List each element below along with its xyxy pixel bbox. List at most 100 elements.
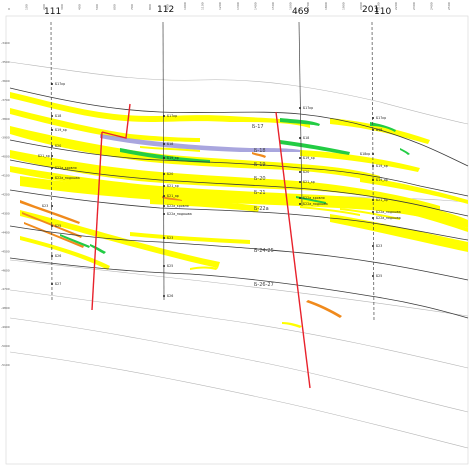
marker-dot xyxy=(163,185,165,187)
marker-label: Б26 xyxy=(55,254,61,258)
depth-tick-label: -4800 xyxy=(1,306,10,310)
x-tick-label: 2100 xyxy=(377,2,381,10)
thin-horizon-3 xyxy=(9,259,469,317)
well-markers: Б17кр Б18 Б19_кр Б20 Б21_кр Б22а_кровля … xyxy=(38,82,401,298)
sand-layer-3 xyxy=(10,126,380,182)
x-tick-label: 2300 xyxy=(412,2,416,10)
marker-label: Б17кр xyxy=(303,106,313,110)
depth-tick-label: -3800 xyxy=(1,117,10,121)
zone-label-b17: Б-17 xyxy=(252,124,264,130)
depth-tick-label: -4300 xyxy=(1,211,10,215)
marker-dot xyxy=(51,155,53,157)
marker-dot xyxy=(299,107,301,109)
x-tick-label: 1600 xyxy=(289,2,293,10)
x-tick-label: 1500 xyxy=(271,2,275,10)
marker-label: Б21_ар xyxy=(376,198,388,202)
depth-tick-label: -4100 xyxy=(1,174,10,178)
marker-dot xyxy=(299,171,301,173)
marker-dot xyxy=(163,143,165,145)
x-tick-label: 700 xyxy=(130,4,134,10)
x-tick-label: 2400 xyxy=(429,2,433,10)
marker-dot xyxy=(299,203,301,205)
marker-dot xyxy=(372,179,374,181)
sand-layer-16 xyxy=(140,146,200,152)
horizon-b19 xyxy=(9,139,469,197)
x-tick-label: 2200 xyxy=(394,2,398,10)
marker-dot xyxy=(51,205,53,207)
marker-label: Б22а_кровля xyxy=(55,166,77,170)
marker-dot xyxy=(299,181,301,183)
marker-dot xyxy=(372,129,374,131)
marker-dot xyxy=(372,153,374,155)
green-layer-8 xyxy=(296,196,326,204)
green-layer-3 xyxy=(280,140,350,155)
marker-label: Б22а_подошва xyxy=(167,212,192,216)
x-tick-label: 200 xyxy=(42,4,46,10)
sand-layer-17 xyxy=(300,206,360,216)
marker-label: Б19_кр xyxy=(376,164,388,168)
horizon-b26 xyxy=(9,257,469,319)
marker-label: Б22а_подошва xyxy=(376,210,401,214)
depth-tick-label: -4000 xyxy=(1,155,10,159)
well-469-label: 469 xyxy=(292,7,309,17)
marker-dot xyxy=(163,237,165,239)
x-tick-label: 300 xyxy=(60,4,64,10)
green-layer-4 xyxy=(370,122,396,132)
sand-layer-11 xyxy=(390,206,468,232)
marker-dot xyxy=(372,199,374,201)
sand-layer-14 xyxy=(330,214,468,252)
depth-tick-label: -3600 xyxy=(1,79,10,83)
marker-label: Б18 xyxy=(376,128,382,132)
marker-dot xyxy=(163,195,165,197)
horizon-b22a xyxy=(9,189,469,241)
marker-label: Б23 xyxy=(376,244,382,248)
depth-tick-label: -4500 xyxy=(1,249,10,253)
marker-label: Б20 xyxy=(55,144,61,148)
sand-layer-8 xyxy=(300,150,420,172)
sand-layer-20 xyxy=(340,208,400,220)
well-112-trace xyxy=(162,21,165,301)
marker-label: Б17кр xyxy=(167,114,177,118)
zone-label-b18: Б-18 xyxy=(254,148,266,154)
sand-layer-10 xyxy=(360,176,468,204)
main-horizons xyxy=(9,87,469,319)
marker-label: Б22а_подошва xyxy=(55,176,80,180)
marker-dot xyxy=(163,205,165,207)
well-110-label: 110 xyxy=(374,7,391,17)
horizon-b17 xyxy=(9,87,469,167)
x-tick-label: 100 xyxy=(25,4,29,10)
zone-label-b21: Б-21 xyxy=(254,190,266,196)
sand-layer-12 xyxy=(20,210,220,268)
marker-dot xyxy=(163,173,165,175)
marker-dot xyxy=(372,211,374,213)
marker-label: Б20 xyxy=(167,172,173,176)
sand-layer-6 xyxy=(20,176,468,228)
thin-horizon-1 xyxy=(9,61,469,125)
x-axis-ticks: 0 100 200 300 400 500 600 700 800 900 1000 1100 1200… xyxy=(7,2,451,10)
depth-tick-label: -4600 xyxy=(1,268,10,272)
green-layer-5 xyxy=(400,148,410,155)
green-layers xyxy=(60,118,410,254)
sand-layer-9 xyxy=(330,118,430,144)
well-111-trace xyxy=(50,21,53,301)
x-tick-label: 2500 xyxy=(447,2,451,10)
zone-label-b19: Б-19 xyxy=(254,162,266,168)
x-tick-label: 1000 xyxy=(183,2,187,10)
depth-axis-ticks: -3400 -3500 -3600 -3700 -3800 -3900 -4000 -4100… xyxy=(1,41,10,367)
marker-label: Б22а_кровля xyxy=(303,196,325,200)
purple-band xyxy=(100,134,300,152)
orange-layer-3 xyxy=(24,222,84,248)
depth-tick-label: -3700 xyxy=(1,98,10,102)
marker-label: Б18 xyxy=(167,142,173,146)
green-layer-2 xyxy=(280,118,320,126)
sand-layer-15 xyxy=(20,236,110,270)
wells: 111 112 469 201 110 xyxy=(44,5,391,323)
sand-layer-1 xyxy=(10,92,310,128)
x-tick-label: 1400 xyxy=(253,2,257,10)
depth-tick-label: -4700 xyxy=(1,287,10,291)
marker-label: Б23 xyxy=(42,204,48,208)
marker-dot xyxy=(372,117,374,119)
zone-label-b26-27: Б-26-27 xyxy=(254,282,274,288)
faults xyxy=(91,103,311,389)
